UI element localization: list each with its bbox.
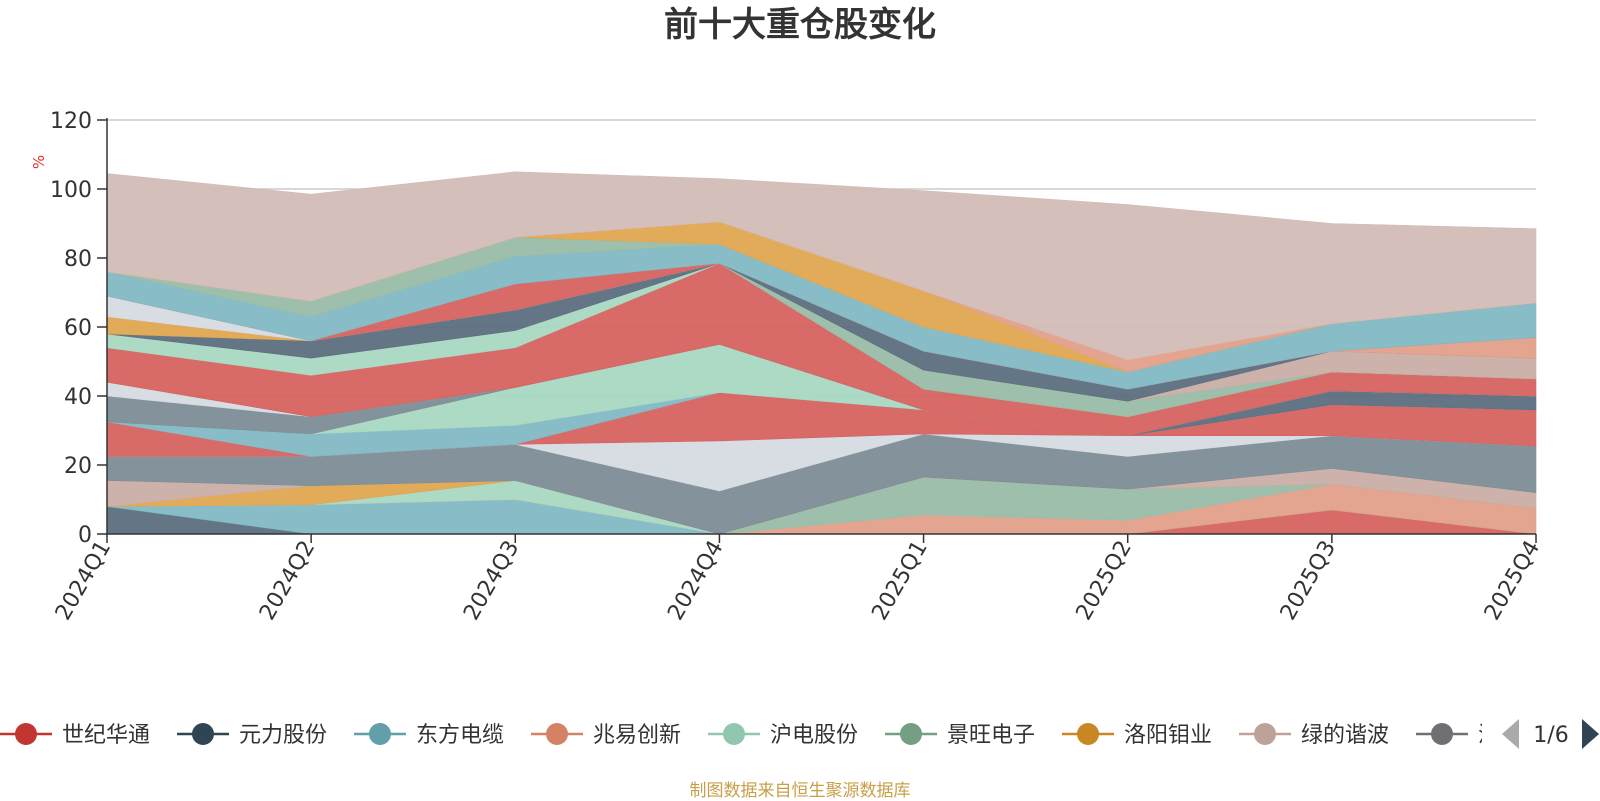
y-tick-label: 80: [64, 247, 92, 272]
chart-title: 前十大重仓股变化: [664, 5, 936, 45]
legend-clip-mask: [1482, 710, 1600, 760]
x-tick-label: 2025Q4: [1480, 537, 1545, 625]
legend-label: 东方电缆: [416, 723, 504, 748]
y-tick-label: 0: [78, 523, 92, 548]
x-tick-label: 2024Q4: [663, 537, 728, 625]
y-tick-label: 40: [64, 385, 92, 410]
legend-item[interactable]: 元力股份: [177, 723, 327, 748]
legend-marker-icon: [369, 723, 391, 745]
legend-prev-icon[interactable]: [1502, 719, 1519, 749]
legend-label: 景旺电子: [947, 723, 1035, 748]
legend-marker-icon: [1254, 723, 1276, 745]
y-tick-label: 60: [64, 316, 92, 341]
legend-item[interactable]: 景旺电子: [885, 723, 1035, 748]
legend-label: 兆易创新: [593, 723, 681, 748]
area-series-group: [106, 171, 1537, 535]
legend-marker-icon: [900, 723, 922, 745]
legend-item[interactable]: 沪电股份: [708, 723, 858, 748]
legend-marker-icon: [1077, 723, 1099, 745]
legend: 世纪华通元力股份东方电缆兆易创新沪电股份景旺电子洛阳钼业绿的谐波汇1/6: [0, 710, 1600, 760]
x-tick-label: 2024Q2: [255, 537, 320, 625]
legend-marker-icon: [723, 723, 745, 745]
legend-label: 洛阳钼业: [1124, 723, 1212, 748]
x-tick-label: 2024Q1: [51, 537, 116, 625]
y-tick-label: 120: [50, 109, 92, 134]
legend-marker-icon: [15, 723, 37, 745]
legend-item[interactable]: 洛阳钼业: [1062, 723, 1212, 748]
source-footer: 制图数据来自恒生聚源数据库: [689, 781, 911, 801]
y-tick-label: 100: [50, 178, 92, 203]
legend-marker-icon: [1431, 723, 1453, 745]
legend-next-icon[interactable]: [1582, 719, 1599, 749]
legend-marker-icon: [192, 723, 214, 745]
x-tick-label: 2025Q1: [867, 537, 932, 625]
legend-item[interactable]: 世纪华通: [0, 723, 150, 748]
legend-item[interactable]: 兆易创新: [531, 723, 681, 748]
legend-label: 元力股份: [239, 723, 327, 748]
x-tick-label: 2024Q3: [459, 537, 524, 625]
y-axis-label: %: [30, 155, 48, 169]
legend-item[interactable]: 东方电缆: [354, 723, 504, 748]
legend-item[interactable]: 绿的谐波: [1239, 723, 1389, 748]
legend-label: 沪电股份: [770, 723, 858, 748]
legend-label: 绿的谐波: [1301, 723, 1389, 748]
legend-marker-icon: [546, 723, 568, 745]
x-tick-label: 2025Q3: [1276, 537, 1341, 625]
y-tick-label: 20: [64, 454, 92, 479]
area-series: [106, 171, 1537, 361]
legend-page-indicator: 1/6: [1533, 723, 1568, 748]
legend-label: 世纪华通: [62, 723, 150, 748]
x-tick-label: 2025Q2: [1072, 537, 1137, 625]
